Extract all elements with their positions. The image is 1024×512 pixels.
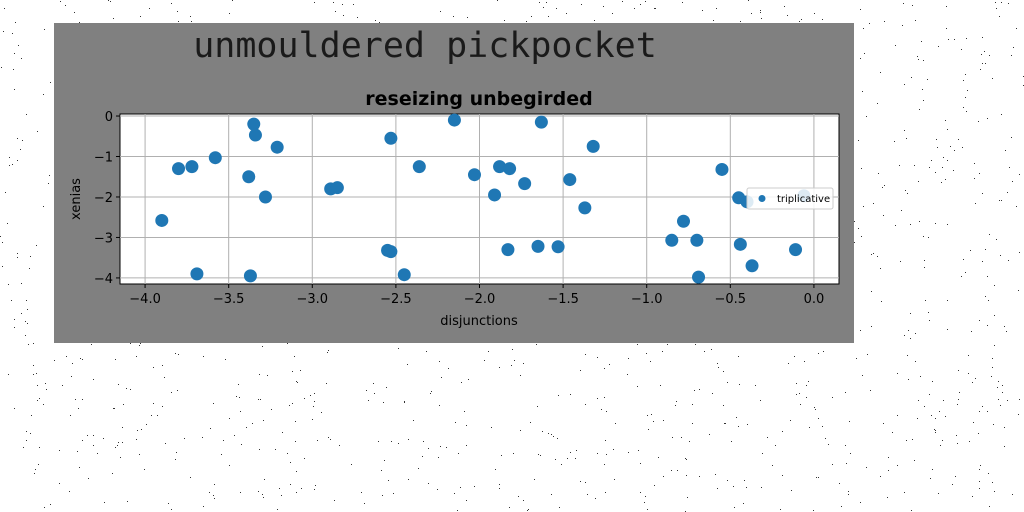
x-tick-label: −4.0 xyxy=(129,292,161,307)
data-point xyxy=(578,201,591,214)
data-point xyxy=(155,214,168,227)
data-point xyxy=(468,168,481,181)
y-axis-label: xenias xyxy=(69,178,84,220)
y-tick-label: −4 xyxy=(94,272,113,287)
data-point xyxy=(587,140,600,153)
x-tick-label: −0.5 xyxy=(715,292,747,307)
data-point xyxy=(398,268,411,281)
data-point xyxy=(247,118,260,131)
data-point xyxy=(746,259,759,272)
data-point xyxy=(185,160,198,173)
data-point xyxy=(244,269,257,282)
data-point xyxy=(249,129,262,142)
legend-label: triplicative xyxy=(777,194,830,205)
x-axis: −4.0 −3.5 −3.0 −2.5 −2.0 −1.5 −1.0 −0.5 0.0 xyxy=(129,284,824,307)
x-tick-label: −3.5 xyxy=(213,292,245,307)
data-point xyxy=(734,238,747,251)
figure-suptitle: unmouldered pickpocket xyxy=(0,24,850,68)
data-point xyxy=(503,162,516,175)
data-point xyxy=(259,190,272,203)
legend-marker xyxy=(759,195,766,202)
x-tick-label: 0.0 xyxy=(804,292,825,307)
x-axis-label: disjunctions xyxy=(440,314,518,329)
data-point xyxy=(677,215,690,228)
data-point xyxy=(172,162,185,175)
x-tick-label: −2.0 xyxy=(464,292,496,307)
x-tick-label: −1.0 xyxy=(631,292,663,307)
data-point xyxy=(692,271,705,284)
data-point xyxy=(331,181,344,194)
data-point xyxy=(413,160,426,173)
data-point xyxy=(448,114,461,127)
x-tick-label: −2.5 xyxy=(380,292,412,307)
y-tick-label: 0 xyxy=(105,110,113,125)
y-tick-label: −2 xyxy=(94,191,113,206)
data-point xyxy=(271,141,284,154)
legend: triplicative xyxy=(747,188,833,209)
data-point xyxy=(242,170,255,183)
data-point xyxy=(501,243,514,256)
data-point xyxy=(690,234,703,247)
data-point xyxy=(384,132,397,145)
data-point xyxy=(789,243,802,256)
data-point xyxy=(535,116,548,129)
chart-title: reseizing unbegirded xyxy=(365,88,592,110)
data-point xyxy=(190,267,203,280)
data-point xyxy=(384,245,397,258)
y-tick-label: −3 xyxy=(94,231,113,246)
x-tick-label: −1.5 xyxy=(547,292,579,307)
y-tick-label: −1 xyxy=(94,151,113,166)
data-point xyxy=(518,177,531,190)
x-tick-label: −3.0 xyxy=(297,292,329,307)
data-point xyxy=(552,240,565,253)
data-point xyxy=(715,163,728,176)
data-point xyxy=(532,240,545,253)
data-point xyxy=(488,188,501,201)
data-point xyxy=(665,234,678,247)
y-axis: 0 −1 −2 −3 −4 xyxy=(94,110,120,287)
data-point xyxy=(209,151,222,164)
data-point xyxy=(563,173,576,186)
